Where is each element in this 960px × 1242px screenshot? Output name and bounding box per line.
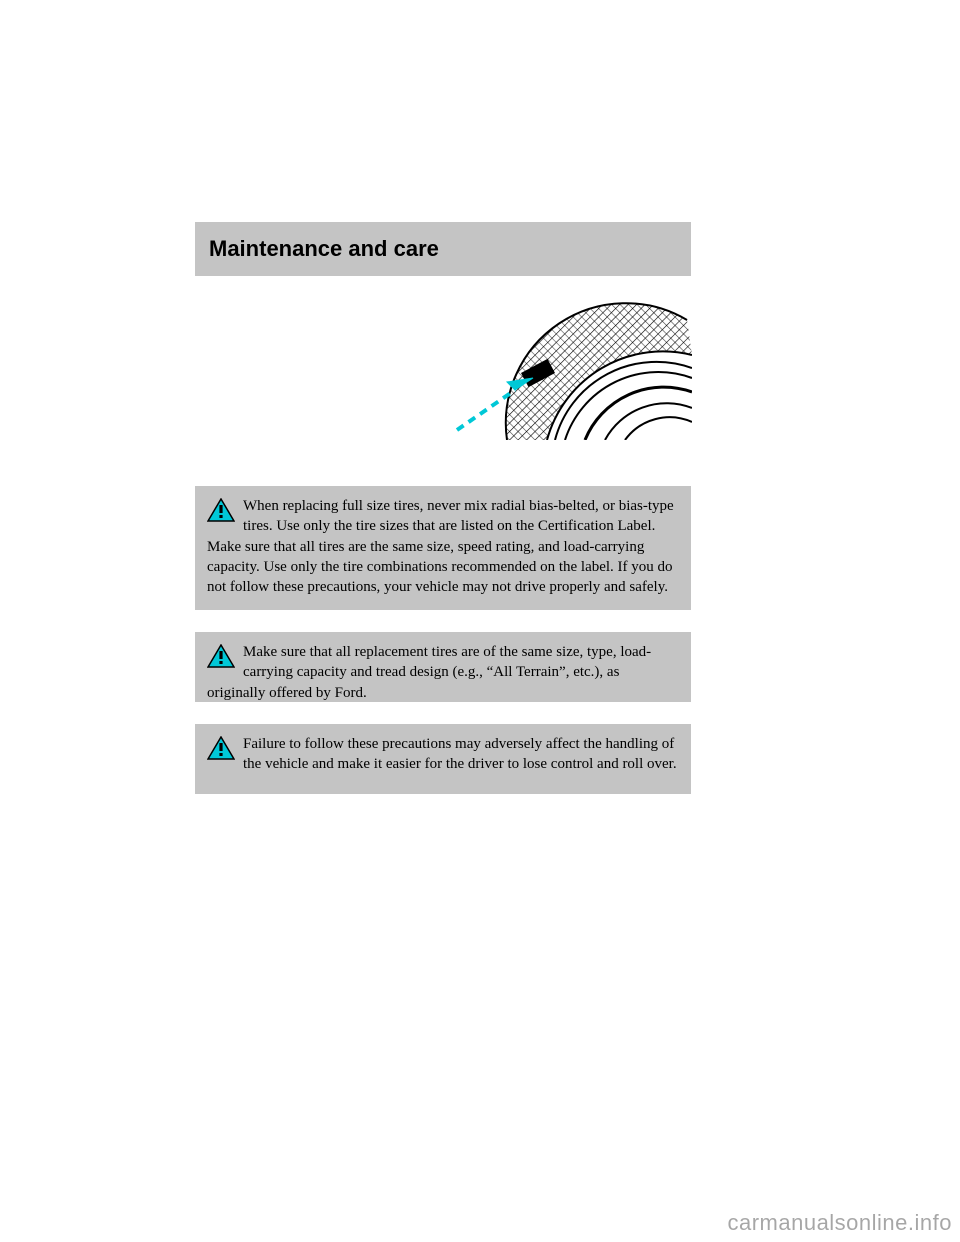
warning-icon: [207, 498, 235, 522]
manual-page: Maintenance and care: [0, 0, 960, 1242]
warning-text: Failure to follow these precautions may …: [243, 736, 677, 772]
warning-box-same-size: Make sure that all replacement tires are…: [195, 632, 691, 702]
warning-text: When replacing full size tires, never mi…: [207, 498, 674, 595]
section-title: Maintenance and care: [209, 236, 439, 262]
tire-wear-illustration: [437, 300, 692, 460]
warning-icon: [207, 736, 235, 760]
warning-box-tire-replacement: When replacing full size tires, never mi…: [195, 486, 691, 610]
warning-text: Make sure that all replacement tires are…: [207, 644, 651, 701]
warning-icon: [207, 644, 235, 668]
watermark-text: carmanualsonline.info: [727, 1210, 952, 1236]
section-header-bar: Maintenance and care: [195, 222, 691, 276]
warning-box-handling: Failure to follow these precautions may …: [195, 724, 691, 794]
